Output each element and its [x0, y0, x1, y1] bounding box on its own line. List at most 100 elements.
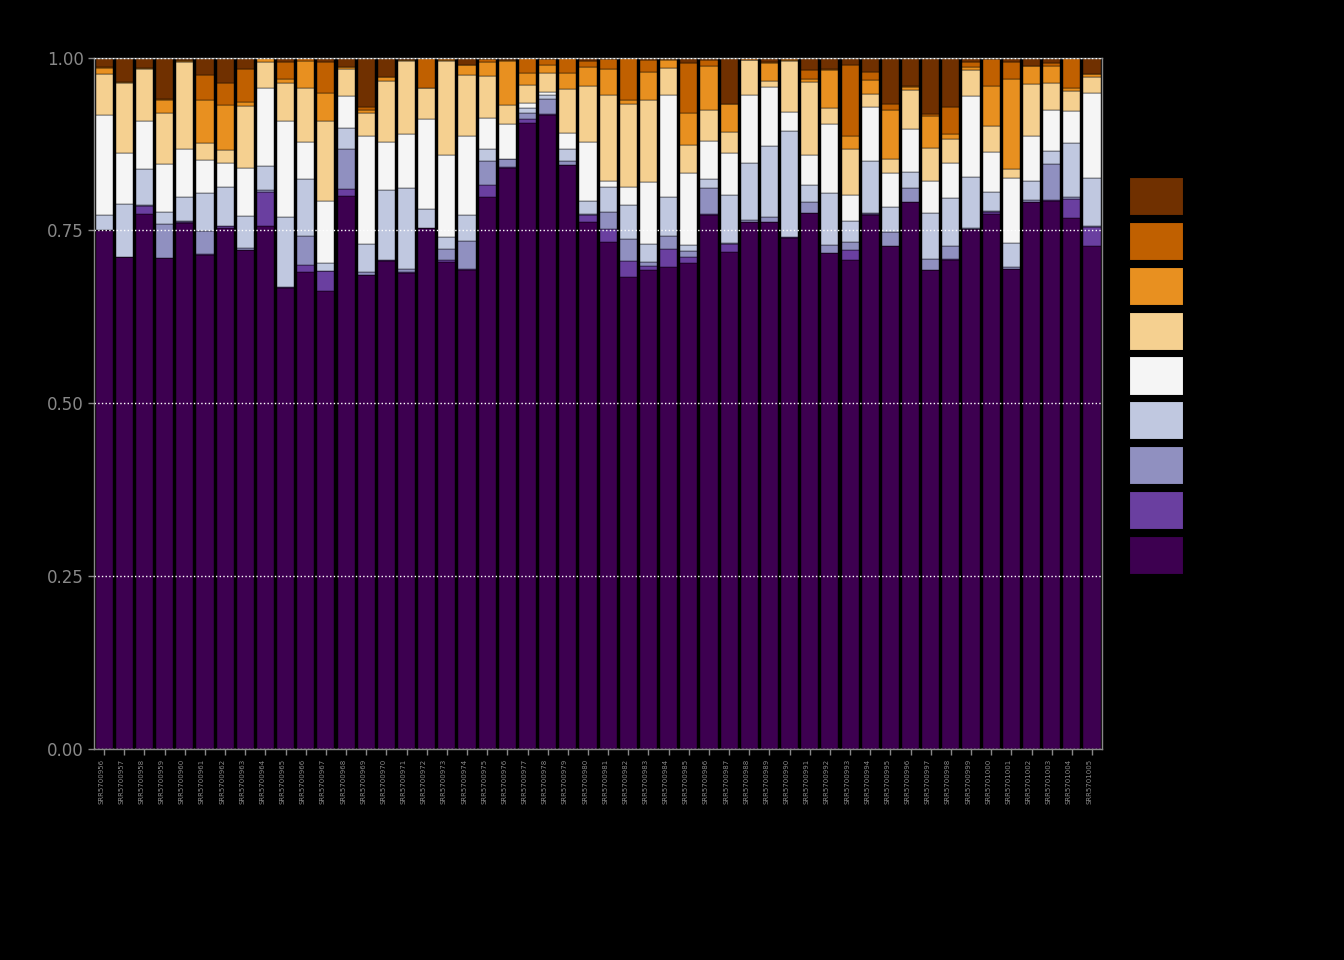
- Bar: [478, 185, 496, 197]
- Bar: [579, 215, 597, 222]
- Bar: [620, 59, 637, 100]
- Bar: [962, 67, 980, 70]
- Bar: [862, 215, 879, 749]
- Bar: [559, 58, 577, 73]
- Bar: [1083, 226, 1101, 228]
- Bar: [237, 69, 254, 102]
- Bar: [801, 155, 818, 185]
- Bar: [499, 124, 516, 159]
- Bar: [761, 62, 778, 63]
- Bar: [378, 142, 395, 190]
- Bar: [680, 58, 698, 62]
- Bar: [277, 62, 294, 79]
- Bar: [196, 76, 214, 100]
- Bar: [902, 172, 919, 188]
- Bar: [862, 72, 879, 80]
- Bar: [761, 63, 778, 81]
- Bar: [821, 252, 839, 749]
- Bar: [741, 220, 758, 222]
- Bar: [519, 85, 536, 103]
- Bar: [519, 119, 536, 123]
- Bar: [216, 58, 234, 83]
- Bar: [882, 104, 899, 109]
- Bar: [720, 243, 738, 245]
- Bar: [902, 188, 919, 203]
- Bar: [599, 186, 617, 212]
- Bar: [398, 274, 415, 749]
- Bar: [801, 70, 818, 79]
- Bar: [962, 177, 980, 228]
- Bar: [378, 78, 395, 81]
- Bar: [257, 88, 274, 165]
- Bar: [478, 160, 496, 185]
- Bar: [458, 271, 476, 749]
- Bar: [257, 165, 274, 190]
- Bar: [720, 245, 738, 252]
- Bar: [136, 204, 153, 205]
- Bar: [841, 149, 859, 195]
- Bar: [559, 89, 577, 133]
- Bar: [1003, 269, 1020, 749]
- Bar: [438, 155, 456, 237]
- Bar: [237, 251, 254, 749]
- Bar: [458, 241, 476, 269]
- Bar: [95, 68, 113, 74]
- Bar: [539, 58, 556, 60]
- Bar: [559, 165, 577, 749]
- Bar: [398, 58, 415, 60]
- Bar: [741, 60, 758, 95]
- Bar: [1003, 267, 1020, 269]
- Bar: [942, 246, 960, 259]
- Bar: [216, 163, 234, 186]
- Bar: [438, 260, 456, 261]
- Bar: [337, 128, 355, 150]
- Bar: [821, 124, 839, 193]
- Bar: [1023, 58, 1040, 65]
- Bar: [317, 291, 335, 749]
- Bar: [1003, 79, 1020, 169]
- Bar: [95, 215, 113, 229]
- Bar: [478, 61, 496, 76]
- Bar: [156, 212, 173, 224]
- Bar: [660, 94, 677, 197]
- Bar: [1083, 93, 1101, 179]
- Bar: [257, 61, 274, 88]
- Bar: [1023, 181, 1040, 201]
- Bar: [700, 188, 718, 213]
- Bar: [438, 60, 456, 155]
- Bar: [1063, 59, 1081, 88]
- Bar: [358, 272, 375, 275]
- Bar: [277, 121, 294, 217]
- Bar: [317, 93, 335, 121]
- Bar: [1063, 111, 1081, 143]
- FancyBboxPatch shape: [1129, 536, 1183, 574]
- Bar: [882, 246, 899, 749]
- Bar: [902, 90, 919, 129]
- FancyBboxPatch shape: [1129, 491, 1183, 529]
- Bar: [801, 185, 818, 203]
- Bar: [579, 202, 597, 214]
- Bar: [640, 58, 657, 60]
- Bar: [337, 69, 355, 96]
- Bar: [519, 108, 536, 112]
- Bar: [116, 154, 133, 204]
- Bar: [942, 107, 960, 134]
- Bar: [317, 62, 335, 93]
- Bar: [1043, 151, 1060, 164]
- Bar: [821, 58, 839, 69]
- Bar: [116, 58, 133, 83]
- Bar: [1023, 65, 1040, 84]
- Bar: [176, 149, 194, 197]
- Bar: [176, 223, 194, 749]
- Bar: [761, 146, 778, 217]
- Bar: [1023, 201, 1040, 203]
- Bar: [478, 76, 496, 118]
- Bar: [418, 228, 435, 749]
- Bar: [136, 169, 153, 204]
- Bar: [781, 237, 798, 749]
- Bar: [156, 224, 173, 258]
- Bar: [1003, 62, 1020, 79]
- Bar: [660, 59, 677, 60]
- Bar: [922, 181, 939, 213]
- FancyBboxPatch shape: [1129, 401, 1183, 440]
